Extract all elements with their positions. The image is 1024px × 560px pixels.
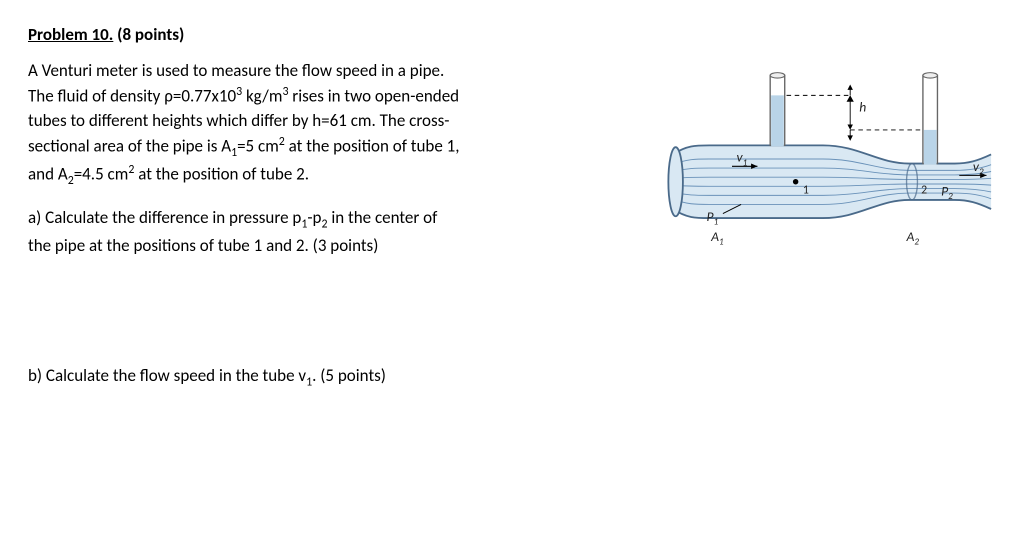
part-a: a) Calculate the difference in pressure …	[28, 206, 628, 258]
svg-text:1: 1	[803, 184, 809, 198]
svg-text:2: 2	[921, 184, 927, 198]
svg-text:h: h	[859, 99, 866, 116]
problem-number: Problem 10.	[28, 24, 113, 45]
problem-title: Problem 10. (8 points)	[28, 24, 996, 45]
svg-text:A2: A2	[906, 228, 920, 248]
text-line: and A	[28, 164, 68, 185]
svg-text:A1: A1	[710, 228, 724, 248]
text-line: tubes to different heights which differ …	[28, 110, 449, 131]
text-line: sectional area of the pipe is A	[28, 135, 231, 156]
part-b: b) Calculate the flow speed in the tube …	[28, 364, 996, 392]
problem-points: (8 points)	[113, 24, 184, 45]
text-line: A Venturi meter is used to measure the f…	[28, 60, 444, 81]
problem-statement: A Venturi meter is used to measure the f…	[28, 59, 628, 190]
text-line: The fluid of density ρ=0.77x10	[28, 85, 236, 106]
venturi-figure: h12v1v2P1P2A1A2	[652, 59, 1012, 259]
